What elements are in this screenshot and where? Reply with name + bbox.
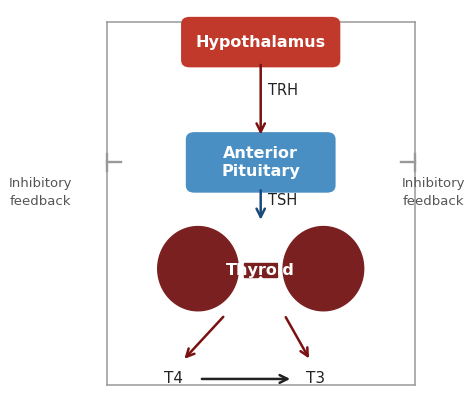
Polygon shape: [283, 227, 364, 311]
Text: T3: T3: [306, 371, 325, 387]
Polygon shape: [158, 227, 238, 311]
Polygon shape: [244, 263, 277, 277]
Text: Hypothalamus: Hypothalamus: [196, 34, 326, 50]
Polygon shape: [232, 281, 289, 325]
Polygon shape: [249, 277, 273, 317]
Text: TRH: TRH: [268, 83, 298, 98]
Text: TSH: TSH: [268, 193, 297, 208]
Text: Inhibitory
feedback: Inhibitory feedback: [402, 177, 465, 208]
Text: Thyroid: Thyroid: [226, 263, 295, 278]
Text: Anterior
Pituitary: Anterior Pituitary: [221, 146, 300, 179]
Text: Inhibitory
feedback: Inhibitory feedback: [9, 177, 72, 208]
Text: T4: T4: [164, 371, 182, 387]
FancyBboxPatch shape: [186, 132, 336, 193]
FancyBboxPatch shape: [181, 17, 340, 67]
